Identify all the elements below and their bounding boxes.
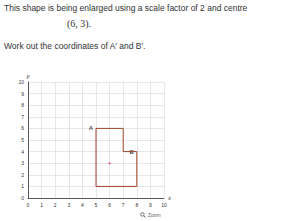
svg-text:1: 1 xyxy=(40,202,43,208)
svg-text:4: 4 xyxy=(81,202,84,208)
svg-text:B: B xyxy=(129,148,134,155)
svg-text:A: A xyxy=(89,125,94,131)
svg-text:6: 6 xyxy=(108,202,111,208)
svg-text:2: 2 xyxy=(21,172,24,178)
svg-text:10: 10 xyxy=(161,202,167,208)
svg-text:6: 6 xyxy=(21,125,24,131)
svg-text:2: 2 xyxy=(54,202,57,208)
svg-text:8: 8 xyxy=(135,202,138,208)
svg-text:4: 4 xyxy=(21,149,24,155)
svg-text:9: 9 xyxy=(21,91,24,97)
svg-text:5: 5 xyxy=(21,137,24,143)
svg-text:1: 1 xyxy=(21,183,24,189)
html-text:(6, 3).: (6, 3). xyxy=(66,18,92,29)
svg-text:0: 0 xyxy=(21,195,24,201)
svg-text:10: 10 xyxy=(18,79,24,85)
svg-text:9: 9 xyxy=(149,202,152,208)
html-text:This shape is being enlarged u: This shape is being enlarged using a sca… xyxy=(4,3,248,13)
svg-text:3: 3 xyxy=(21,160,24,166)
svg-text:y: y xyxy=(26,73,31,79)
svg-text:3: 3 xyxy=(67,202,70,208)
svg-text:7: 7 xyxy=(21,114,24,120)
svg-text:0: 0 xyxy=(27,202,30,208)
svg-text:5: 5 xyxy=(95,202,98,208)
html-text:Zoom: Zoom xyxy=(148,212,161,218)
svg-text:8: 8 xyxy=(21,102,24,108)
svg-text:7: 7 xyxy=(122,202,125,208)
html-text:Work out the coordinates of A′: Work out the coordinates of A′ and B′. xyxy=(4,41,146,51)
svg-text:x: x xyxy=(167,195,172,201)
